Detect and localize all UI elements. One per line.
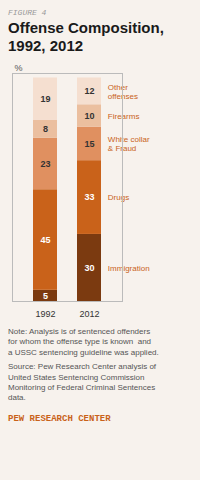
svg-text:10: 10 bbox=[84, 111, 94, 121]
html-text:Other: Other bbox=[107, 82, 128, 92]
html-text:Offense Composition, 1992, 201: Offense Composition, 1992, 2012 bbox=[8, 19, 164, 54]
svg-text:Immigration: Immigration bbox=[108, 264, 150, 273]
svg-text:23: 23 bbox=[40, 159, 50, 169]
svg-text:1992: 1992 bbox=[35, 309, 55, 319]
svg-text:Firearms: Firearms bbox=[108, 112, 140, 121]
html-text:offenses: offenses bbox=[107, 91, 138, 101]
svg-text:Drugs: Drugs bbox=[108, 193, 129, 202]
svg-text:%: % bbox=[15, 63, 23, 73]
svg-text:8: 8 bbox=[43, 124, 48, 134]
html-text:FIGURE 4: FIGURE 4 bbox=[8, 8, 47, 17]
svg-text:12: 12 bbox=[84, 86, 94, 96]
svg-text:White collar& Fraud: White collar& Fraud bbox=[108, 135, 150, 153]
svg-text:19: 19 bbox=[40, 94, 50, 104]
html-text:Note: Analysis is of sentenced: Note: Analysis is of sentenced offenders… bbox=[8, 327, 159, 357]
svg-text:45: 45 bbox=[40, 235, 50, 245]
svg-text:5: 5 bbox=[43, 291, 48, 301]
svg-text:15: 15 bbox=[84, 139, 94, 149]
svg-text:2012: 2012 bbox=[79, 309, 99, 319]
svg-text:33: 33 bbox=[84, 192, 94, 202]
html-text:PEW RESEARCH CENTER: PEW RESEARCH CENTER bbox=[8, 413, 111, 424]
html-text:Source: Pew Research Center an: Source: Pew Research Center analysis of … bbox=[8, 362, 157, 403]
svg-text:30: 30 bbox=[84, 263, 94, 273]
